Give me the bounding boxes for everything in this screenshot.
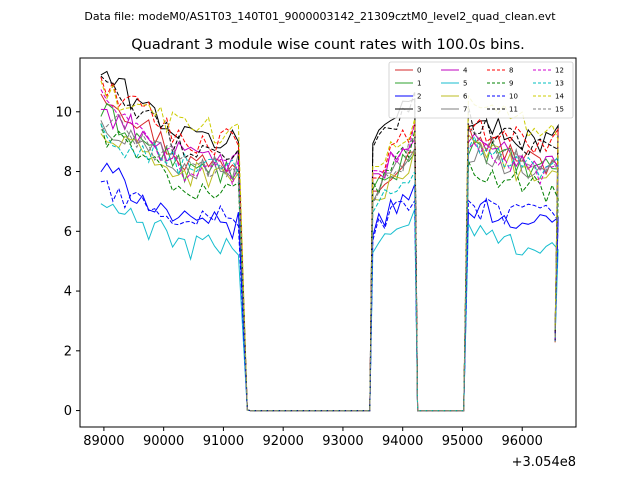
y-tick-label: 4 xyxy=(64,285,72,300)
plot-area: 89000 90000 91000 92000 93000 94000 95000 96000… xyxy=(55,57,577,449)
legend-label-7: 7 xyxy=(463,106,467,114)
legend-label-6: 6 xyxy=(463,93,468,101)
x-axis: 89000 90000 91000 92000 93000 94000 95000 96000 xyxy=(83,427,543,449)
legend-label-9: 9 xyxy=(509,80,513,88)
legend-label-11: 11 xyxy=(509,106,518,114)
series-line-15 xyxy=(100,113,559,412)
legend-label-3: 3 xyxy=(417,106,421,114)
x-tick-label: 89000 xyxy=(83,434,124,449)
legend-label-0: 0 xyxy=(417,67,421,75)
legend-label-15: 15 xyxy=(555,106,564,114)
legend-label-12: 12 xyxy=(555,67,564,75)
legend-label-13: 13 xyxy=(555,80,564,88)
series-line-10 xyxy=(100,180,559,412)
x-tick-label: 91000 xyxy=(203,434,244,449)
x-tick-label: 95000 xyxy=(442,434,483,449)
x-tick-label: 96000 xyxy=(502,434,543,449)
x-tick-label: 94000 xyxy=(382,434,423,449)
axes-frame xyxy=(79,57,577,428)
legend-label-5: 5 xyxy=(463,80,467,88)
y-tick-label: 2 xyxy=(64,344,72,359)
legend-label-2: 2 xyxy=(417,93,421,101)
y-axis: 0 2 4 6 8 10 xyxy=(55,105,80,419)
x-tick-label: 92000 xyxy=(263,434,304,449)
series-line-11 xyxy=(100,75,559,412)
legend-label-4: 4 xyxy=(463,67,468,75)
series-line-8 xyxy=(100,76,559,412)
chart-title: Quadrant 3 module wise count rates with … xyxy=(131,37,525,53)
legend-label-8: 8 xyxy=(509,67,513,75)
series-layer xyxy=(100,70,559,412)
legend-frame xyxy=(388,61,574,119)
x-axis-offset-label: +3.054e8 xyxy=(512,455,576,470)
legend-label-10: 10 xyxy=(509,93,518,101)
legend-label-1: 1 xyxy=(417,80,421,88)
y-tick-label: 10 xyxy=(55,105,72,120)
y-tick-label: 0 xyxy=(64,404,72,419)
chart-suptitle: Data file: modeM0/AS1T03_140T01_90000031… xyxy=(84,10,556,23)
y-tick-label: 8 xyxy=(64,165,72,180)
legend-label-14: 14 xyxy=(555,93,564,101)
x-tick-label: 93000 xyxy=(322,434,363,449)
y-tick-label: 6 xyxy=(64,225,72,240)
series-line-12 xyxy=(100,89,559,412)
x-tick-label: 90000 xyxy=(143,434,184,449)
